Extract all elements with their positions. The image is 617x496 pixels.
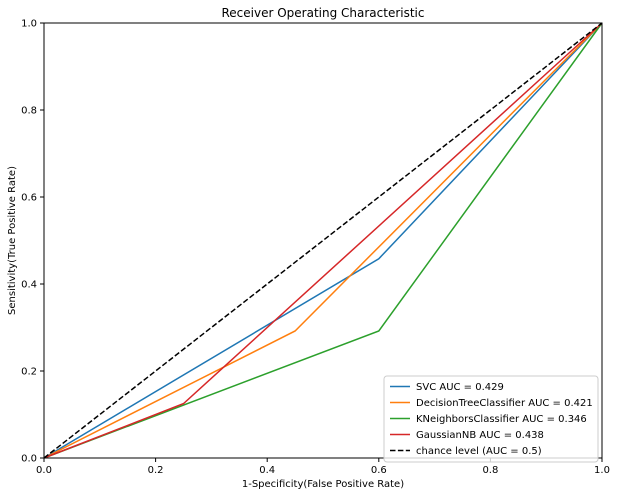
legend-label: DecisionTreeClassifier AUC = 0.421 [416, 398, 593, 409]
series-line-kneighborsclassifier [43, 22, 603, 459]
legend-label: KNeighborsClassifier AUC = 0.346 [416, 414, 587, 425]
y-tick-label: 1.0 [21, 19, 37, 30]
x-axis-label: 1-Specificity(False Positive Rate) [242, 479, 404, 490]
y-tick-label: 0.8 [21, 106, 37, 117]
series-line-svc [43, 22, 603, 459]
x-tick-label: 0.6 [371, 465, 387, 476]
x-tick-label: 0.0 [36, 465, 52, 476]
legend-label: SVC AUC = 0.429 [416, 382, 504, 393]
series-lines [43, 22, 603, 459]
y-axis-ticks: 0.0 0.2 0.4 0.6 0.8 1.0 [21, 19, 44, 465]
x-tick-label: 0.2 [148, 465, 164, 476]
y-tick-label: 0.6 [21, 193, 37, 204]
x-tick-label: 1.0 [594, 465, 610, 476]
plot-frame [43, 22, 603, 459]
legend-label: GaussianNB AUC = 0.438 [416, 430, 544, 441]
legend-label: chance level (AUC = 0.5) [416, 446, 542, 457]
series-line-chance-chance [43, 22, 603, 459]
legend-box [383, 375, 599, 463]
y-tick-label: 0.4 [21, 280, 37, 291]
y-tick-label: 0.2 [21, 367, 37, 378]
series-line-gaussiannb [43, 22, 603, 459]
series-line-decisiontreeclassifier [43, 22, 603, 459]
y-axis-label: Sensitivity(True Positive Rate) [7, 166, 18, 315]
x-tick-label: 0.4 [259, 465, 275, 476]
y-tick-label: 0.0 [21, 454, 37, 465]
x-tick-label: 0.8 [482, 465, 498, 476]
legend: SVC AUC = 0.429 DecisionTreeClassifier AU… [383, 375, 599, 463]
chart-title: Receiver Operating Characteristic [221, 6, 424, 20]
